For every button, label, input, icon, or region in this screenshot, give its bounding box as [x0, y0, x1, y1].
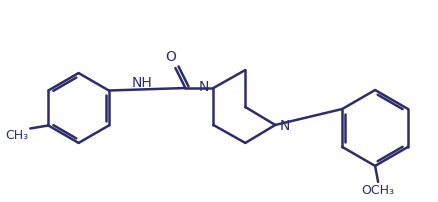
Text: OCH₃: OCH₃ [361, 184, 394, 197]
Text: N: N [198, 80, 209, 94]
Text: O: O [165, 50, 176, 64]
Text: CH₃: CH₃ [5, 129, 28, 142]
Text: NH: NH [131, 76, 152, 90]
Text: N: N [279, 119, 289, 133]
